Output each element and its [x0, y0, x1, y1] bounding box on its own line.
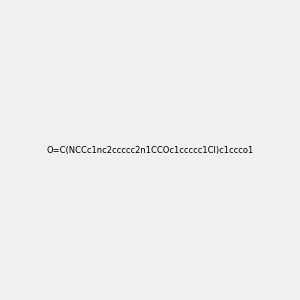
Text: O=C(NCCc1nc2ccccc2n1CCOc1ccccc1Cl)c1ccco1: O=C(NCCc1nc2ccccc2n1CCOc1ccccc1Cl)c1ccco…	[46, 146, 253, 154]
